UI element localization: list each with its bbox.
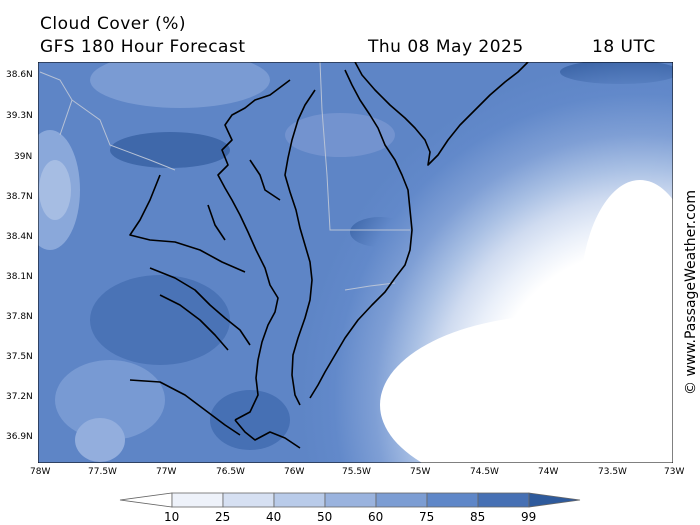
lon-label: 77W	[156, 467, 177, 477]
lon-label: 76.5W	[216, 467, 245, 477]
forecast-time: 18 UTC	[592, 37, 656, 57]
forecast-date: Thu 08 May 2025	[368, 37, 524, 57]
lon-label: 77.5W	[88, 467, 117, 477]
lon-label: 78W	[30, 467, 51, 477]
lat-label: 38.1N	[6, 272, 33, 282]
colorbar-tick: 50	[317, 510, 333, 524]
lon-label: 74.5W	[470, 467, 499, 477]
colorbar-tick: 10	[164, 510, 180, 524]
lat-label: 39.3N	[6, 111, 33, 121]
title: Cloud Cover (%)	[40, 14, 187, 34]
lat-label: 38.7N	[6, 192, 33, 202]
lat-label: 36.9N	[6, 432, 33, 442]
lat-label: 37.8N	[6, 312, 33, 322]
lon-label: 76W	[284, 467, 305, 477]
colorbar-tick: 75	[419, 510, 435, 524]
lat-label: 38.4N	[6, 232, 33, 242]
lon-label: 73.5W	[598, 467, 627, 477]
lat-label: 39N	[14, 152, 33, 162]
colorbar	[119, 492, 581, 508]
colorbar-tick: 99	[521, 510, 537, 524]
lon-label: 75.5W	[342, 467, 371, 477]
model-run: GFS 180 Hour Forecast	[40, 37, 246, 57]
lat-label: 37.2N	[6, 392, 33, 402]
watermark: © www.PassageWeather.com	[683, 190, 699, 395]
colorbar-tick: 40	[266, 510, 282, 524]
lat-label: 37.5N	[6, 352, 33, 362]
lon-label: 74W	[538, 467, 559, 477]
lon-label: 73W	[664, 467, 685, 477]
lat-label: 38.6N	[6, 70, 33, 80]
watermark-text: © www.PassageWeather.com	[683, 190, 699, 395]
colorbar-tick: 85	[470, 510, 486, 524]
colorbar-tick: 25	[215, 510, 231, 524]
lon-label: 75W	[410, 467, 431, 477]
colorbar-tick: 60	[368, 510, 384, 524]
